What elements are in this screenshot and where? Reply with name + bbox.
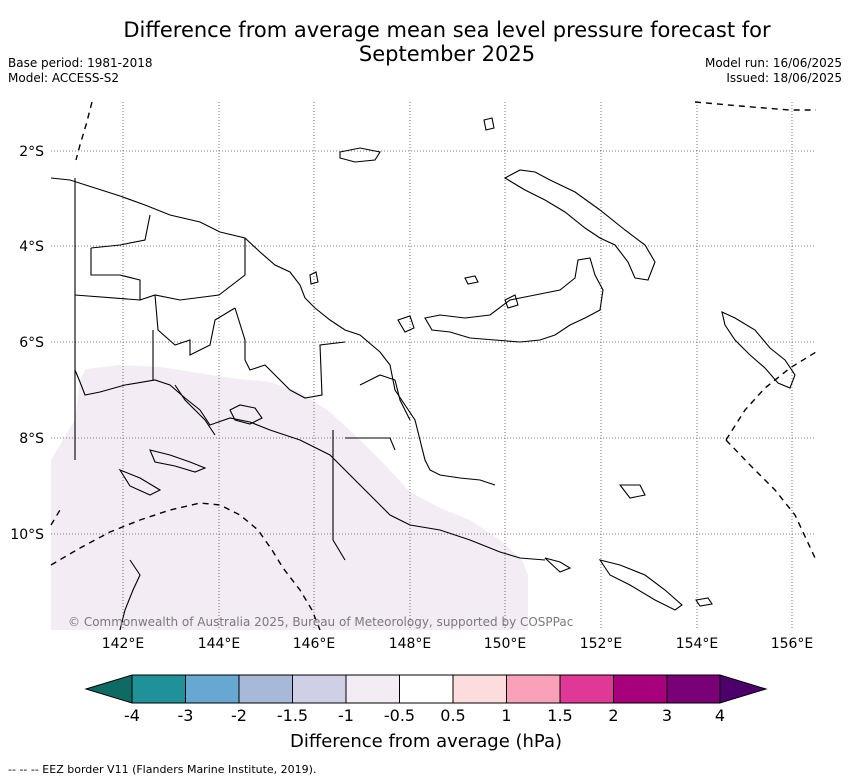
colorbar-extend-high (719, 674, 768, 704)
chart-title: Difference from average mean sea level p… (100, 18, 794, 66)
lon-label-144: 144°E (198, 636, 241, 652)
colorbar-extend-low (84, 674, 133, 704)
coastlines (50, 117, 796, 631)
colorbar-label: 1.5 (547, 706, 572, 725)
colorbar-label: -2 (231, 706, 247, 725)
lon-label-156: 156°E (771, 636, 814, 652)
colorbar-label: -1.5 (277, 706, 308, 725)
colorbar-bin (238, 674, 293, 704)
colorbar-bin (506, 674, 561, 704)
lat-label-8s: 8°S (19, 431, 44, 447)
colorbar-label: 4 (715, 706, 725, 725)
colorbar-bin (185, 674, 240, 704)
lon-label-146: 146°E (293, 636, 336, 652)
colorbar-bin (345, 674, 400, 704)
meta-right: Model run: 16/06/2025 Issued: 18/06/2025 (705, 56, 842, 86)
meta-left: Base period: 1981-2018 Model: ACCESS-S2 (8, 56, 153, 86)
title-line-2: September 2025 (358, 42, 536, 66)
map-area: © Commonwealth of Australia 2025, Bureau… (50, 101, 817, 631)
colorbar-bin (666, 674, 721, 704)
model-name: Model: ACCESS-S2 (8, 71, 120, 85)
lon-label-152: 152°E (580, 636, 623, 652)
colorbar-label: -0.5 (384, 706, 415, 725)
title-line-1: Difference from average mean sea level p… (123, 18, 771, 42)
colorbar-label: 1 (501, 706, 511, 725)
issued-date: Issued: 18/06/2025 (726, 71, 842, 85)
colorbar-label: 0.5 (440, 706, 465, 725)
colorbar-bin (131, 674, 186, 704)
gridlines (51, 102, 816, 630)
eez-borders (50, 101, 817, 631)
lat-label-6s: 6°S (19, 335, 44, 351)
lat-label-2s: 2°S (19, 144, 44, 160)
lat-label-4s: 4°S (19, 239, 44, 255)
colorbar-label: 3 (662, 706, 672, 725)
anomaly-shading (51, 365, 528, 630)
colorbar-bin (613, 674, 668, 704)
colorbar-title: Difference from average (hPa) (290, 731, 562, 752)
lon-label-154: 154°E (676, 636, 719, 652)
base-period: Base period: 1981-2018 (8, 56, 153, 70)
model-run: Model run: 16/06/2025 (704, 56, 842, 70)
lat-label-10s: 10°S (10, 527, 44, 543)
latitude-labels: 2°S 4°S 6°S 8°S 10°S (10, 144, 44, 543)
lon-label-142: 142°E (102, 636, 145, 652)
colorbar: -4 -3 -2 -1.5 -1 -0.5 0.5 1 1.5 2 3 4 Di… (84, 674, 768, 752)
lon-label-150: 150°E (484, 636, 527, 652)
eez-legend: -- -- -- EEZ border V11 (Flanders Marine… (8, 763, 317, 776)
copyright-notice: © Commonwealth of Australia 2025, Bureau… (68, 615, 573, 629)
colorbar-label: -3 (178, 706, 194, 725)
colorbar-bin (399, 674, 454, 704)
colorbar-label: -4 (124, 706, 140, 725)
lon-label-148: 148°E (389, 636, 432, 652)
colorbar-label: -1 (338, 706, 354, 725)
colorbar-label: 2 (608, 706, 618, 725)
colorbar-bin (292, 674, 347, 704)
colorbar-bin (559, 674, 614, 704)
colorbar-bin (452, 674, 507, 704)
longitude-labels: 142°E 144°E 146°E 148°E 150°E 152°E 154°… (102, 636, 814, 652)
